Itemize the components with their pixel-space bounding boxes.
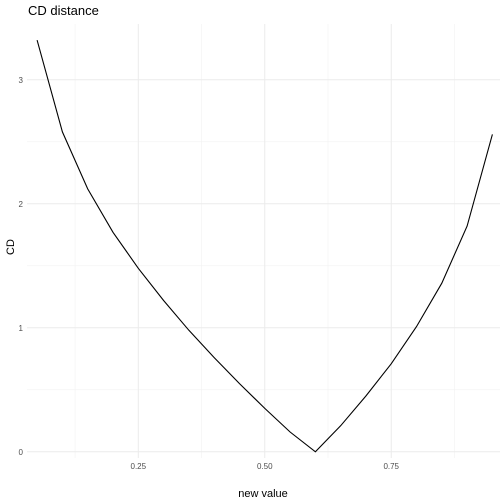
y-tick-label: 0 [19,448,24,457]
y-tick-label: 1 [19,324,24,333]
x-axis-label: new value [238,488,288,500]
series-layer [36,39,493,453]
y-tick-label: 3 [19,76,24,85]
chart-title: CD distance [28,3,99,18]
x-tick-label: 0.50 [257,462,273,471]
x-tick-label: 0.25 [131,462,147,471]
major-gridlines [27,24,500,458]
x-tick-label: 0.75 [383,462,399,471]
y-axis-label: CD [5,239,17,255]
cd-distance-line [36,39,493,453]
y-axis-ticks: 0 1 2 3 [19,76,24,457]
y-tick-label: 2 [19,200,24,209]
x-axis-ticks: 0.25 0.50 0.75 [131,462,400,471]
minor-gridlines [27,24,500,458]
